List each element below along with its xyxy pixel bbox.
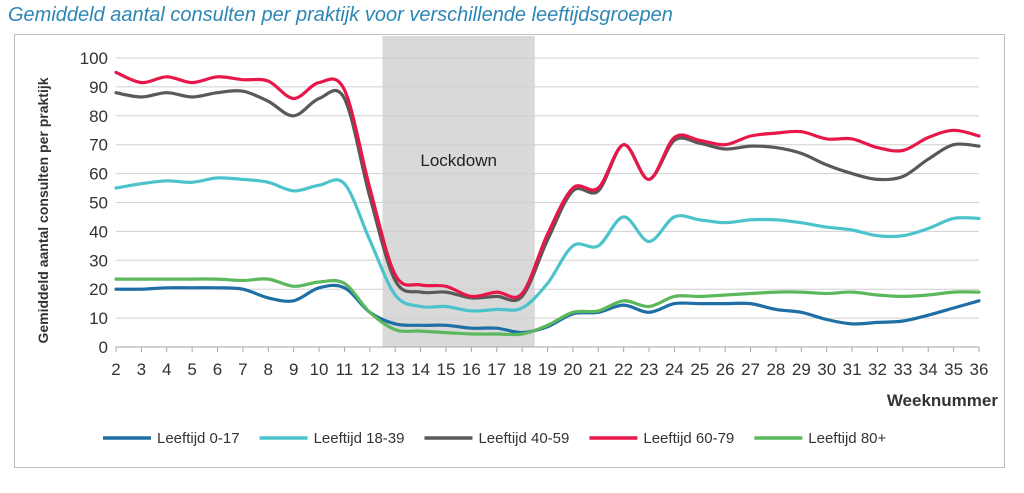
y-tick-label: 100 — [80, 49, 108, 68]
x-tick-label: 31 — [843, 360, 862, 379]
x-tick-label: 32 — [868, 360, 887, 379]
x-tick-label: 19 — [538, 360, 557, 379]
y-tick-label: 60 — [89, 165, 108, 184]
x-axis-title: Weeknummer — [887, 391, 999, 410]
x-tick-label: 9 — [289, 360, 298, 379]
x-tick-label: 6 — [213, 360, 222, 379]
x-tick-label: 35 — [944, 360, 963, 379]
x-tick-label: 25 — [690, 360, 709, 379]
x-tick-label: 3 — [137, 360, 146, 379]
x-tick-label: 34 — [919, 360, 938, 379]
x-tick-label: 8 — [264, 360, 273, 379]
y-tick-label: 50 — [89, 194, 108, 213]
y-tick-label: 0 — [99, 338, 108, 357]
x-tick-label: 16 — [462, 360, 481, 379]
x-tick-label: 11 — [336, 360, 354, 379]
x-tick-label: 22 — [614, 360, 633, 379]
y-tick-label: 80 — [89, 107, 108, 126]
chart-title: Gemiddeld aantal consulten per praktijk … — [8, 4, 673, 26]
y-tick-label: 70 — [89, 136, 108, 155]
x-tick-label: 21 — [589, 360, 608, 379]
x-tick-label: 29 — [792, 360, 811, 379]
y-tick-label: 30 — [89, 251, 108, 270]
legend-label-3: Leeftijd 40-59 — [478, 430, 569, 447]
legend-label-2: Leeftijd 18-39 — [314, 430, 405, 447]
y-axis-title: Gemiddeld aantal consulten per praktijk — [35, 77, 51, 343]
x-tick-label: 10 — [310, 360, 329, 379]
x-tick-label: 20 — [563, 360, 582, 379]
x-tick-label: 24 — [665, 360, 684, 379]
x-tick-label: 30 — [817, 360, 836, 379]
y-tick-label: 90 — [89, 78, 108, 97]
x-tick-label: 2 — [111, 360, 120, 379]
x-tick-label: 13 — [386, 360, 405, 379]
x-tick-label: 36 — [970, 360, 989, 379]
x-tick-label: 18 — [513, 360, 532, 379]
x-tick-label: 26 — [716, 360, 735, 379]
legend-label-4: Leeftijd 60-79 — [643, 430, 734, 447]
x-tick-label: 5 — [187, 360, 196, 379]
x-tick-label: 27 — [741, 360, 760, 379]
y-tick-label: 20 — [89, 280, 108, 299]
x-tick-label: 14 — [411, 360, 430, 379]
series-line-4 — [114, 70, 981, 299]
y-tick-label: 10 — [89, 309, 108, 328]
series-line-3 — [114, 88, 981, 303]
x-tick-label: 4 — [162, 360, 171, 379]
x-tick-label: 23 — [640, 360, 659, 379]
lockdown-label: Lockdown — [420, 151, 497, 170]
series-line-5 — [114, 277, 981, 337]
y-tick-label: 40 — [89, 222, 108, 241]
x-tick-label: 33 — [893, 360, 912, 379]
x-tick-label: 17 — [487, 360, 506, 379]
x-tick-label: 12 — [360, 360, 379, 379]
legend-label-5: Leeftijd 80+ — [808, 430, 886, 447]
x-tick-label: 15 — [437, 360, 456, 379]
series-line-2 — [114, 176, 981, 313]
legend-label-1: Leeftijd 0-17 — [157, 430, 240, 447]
x-tick-label: 28 — [766, 360, 785, 379]
x-tick-label: 7 — [238, 360, 247, 379]
